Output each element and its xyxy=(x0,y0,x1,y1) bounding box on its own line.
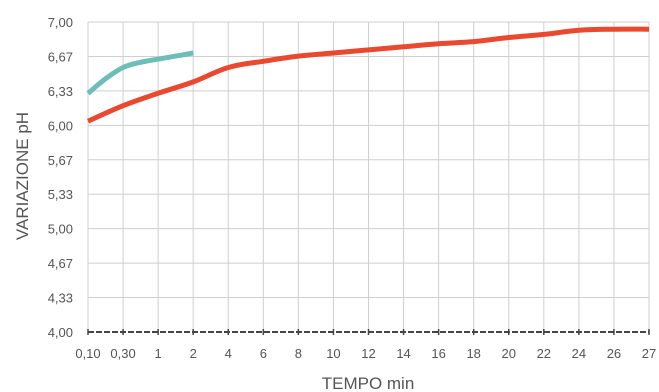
x-tick-label: 2 xyxy=(190,346,197,361)
x-tick-label: 18 xyxy=(466,346,480,361)
x-axis-title: TEMPO min xyxy=(322,374,415,392)
y-tick-labels: 4,00 4,33 4,67 5,00 5,33 5,67 6,00 6,33 6,67 7,00 xyxy=(48,15,73,340)
y-tick-label: 7,00 xyxy=(48,15,73,30)
series-line-teal xyxy=(86,50,194,96)
y-tick-label: 4,00 xyxy=(48,325,73,340)
x-tick-label: 0,30 xyxy=(110,346,135,361)
y-tick-label: 4,33 xyxy=(48,291,73,306)
x-tick-label: 16 xyxy=(431,346,445,361)
y-tick-label: 6,67 xyxy=(48,49,73,64)
x-axis-baseline xyxy=(87,329,650,335)
x-tick-label: 4 xyxy=(225,346,232,361)
x-tick-label: 10 xyxy=(326,346,340,361)
series-line-red xyxy=(86,26,650,124)
x-tick-label: 1 xyxy=(155,346,162,361)
x-tick-label: 24 xyxy=(572,346,586,361)
grid xyxy=(87,21,650,332)
y-axis-title: VARIAZIONE pH xyxy=(13,112,32,240)
y-tick-label: 5,00 xyxy=(48,222,73,237)
series-lines xyxy=(86,26,650,124)
x-tick-label: 0,10 xyxy=(75,346,100,361)
x-tick-label: 26 xyxy=(607,346,621,361)
x-tick-label: 8 xyxy=(295,346,302,361)
x-tick-label: 6 xyxy=(260,346,267,361)
x-tick-label: 12 xyxy=(361,346,375,361)
y-tick-label: 6,33 xyxy=(48,84,73,99)
x-tick-label: 22 xyxy=(537,346,551,361)
y-tick-label: 4,67 xyxy=(48,256,73,271)
y-tick-label: 6,00 xyxy=(48,118,73,133)
x-tick-labels: 0,10 0,30 1 2 4 6 8 10 12 14 16 18 20 22 24 26 27 xyxy=(75,346,656,361)
x-tick-label: 20 xyxy=(502,346,516,361)
x-tick-label: 14 xyxy=(396,346,410,361)
y-tick-label: 5,33 xyxy=(48,187,73,202)
y-tick-label: 5,67 xyxy=(48,153,73,168)
x-tick-label: 27 xyxy=(642,346,656,361)
